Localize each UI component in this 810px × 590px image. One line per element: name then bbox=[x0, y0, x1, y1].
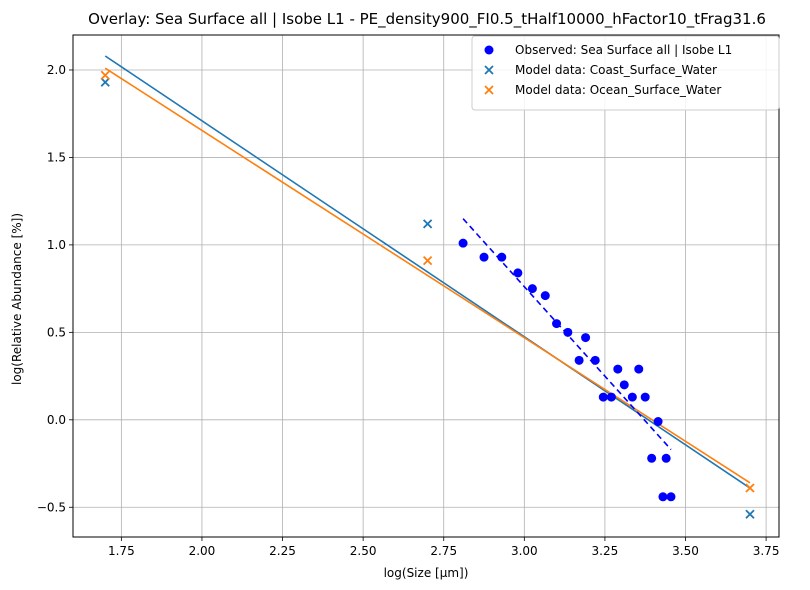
model-point bbox=[422, 256, 433, 266]
observed-point bbox=[613, 364, 623, 374]
observed-point bbox=[479, 252, 489, 262]
observed-point bbox=[581, 333, 591, 343]
legend: Observed: Sea Surface all | Isobe L1 Mode… bbox=[471, 35, 780, 111]
x-marker-stroke bbox=[484, 65, 494, 75]
y-axis-ticks: −0.5 0.0 0.5 1.0 1.5 2.0 bbox=[37, 63, 73, 514]
x-marker-stroke bbox=[745, 509, 755, 519]
fit-line bbox=[104, 67, 751, 484]
x-axis-label: log(Size [µm]) bbox=[384, 566, 469, 580]
plot-frame bbox=[72, 34, 780, 538]
observed-point bbox=[606, 392, 616, 402]
chart-title: Overlay: Sea Surface all | Isobe L1 - PE… bbox=[88, 10, 766, 29]
x-tick-label: 2.00 bbox=[189, 544, 216, 558]
observed-point bbox=[574, 355, 584, 365]
model-point bbox=[745, 483, 755, 493]
x-tick-label: 2.50 bbox=[350, 544, 377, 558]
model-point bbox=[422, 219, 433, 229]
model-point bbox=[100, 77, 110, 87]
observed-point bbox=[563, 327, 573, 337]
observed-point bbox=[653, 417, 663, 427]
fit-line bbox=[104, 55, 751, 489]
observed-point bbox=[527, 284, 537, 294]
y-axis-label: log(Relative Abundance [%]) bbox=[10, 213, 24, 385]
legend-marker bbox=[484, 45, 494, 55]
x-marker-stroke bbox=[745, 483, 755, 493]
y-tick-label: 2.0 bbox=[47, 63, 66, 77]
x-tick-label: 3.00 bbox=[511, 544, 538, 558]
legend-marker bbox=[484, 85, 494, 95]
x-marker-stroke bbox=[422, 256, 433, 266]
observed-point bbox=[640, 392, 650, 402]
x-axis-ticks: 1.75 2.00 2.25 2.50 2.75 3.00 3.25 3.50 3.75 bbox=[108, 537, 779, 558]
observed-point bbox=[458, 238, 468, 248]
x-tick-label: 3.75 bbox=[753, 544, 780, 558]
model-point bbox=[745, 509, 755, 519]
y-tick-label: 0.5 bbox=[47, 325, 66, 339]
observed-point bbox=[598, 392, 608, 402]
observed-point bbox=[634, 364, 644, 374]
y-tick-label: 1.0 bbox=[47, 238, 66, 252]
observed-point bbox=[590, 355, 600, 365]
x-marker-stroke bbox=[100, 70, 110, 80]
x-tick-label: 3.25 bbox=[592, 544, 619, 558]
observed-point bbox=[552, 319, 562, 329]
observed-point bbox=[619, 380, 629, 390]
x-tick-label: 3.50 bbox=[672, 544, 699, 558]
x-tick-label: 2.75 bbox=[430, 544, 457, 558]
observed-point bbox=[513, 268, 523, 278]
legend-box bbox=[471, 35, 780, 111]
x-tick-label: 1.75 bbox=[108, 544, 135, 558]
observed-point bbox=[540, 291, 550, 301]
observed-point bbox=[666, 492, 676, 502]
legend-entry: Observed: Sea Surface all | Isobe L1 bbox=[515, 43, 732, 57]
legend-entry: Model data: Coast_Surface_Water bbox=[515, 63, 717, 77]
observed-point bbox=[497, 252, 507, 262]
legend-entry: Model data: Ocean_Surface_Water bbox=[515, 83, 721, 97]
y-tick-label: 0.0 bbox=[47, 413, 66, 427]
observed-point bbox=[661, 453, 671, 463]
y-tick-label: 1.5 bbox=[47, 150, 66, 164]
x-marker-stroke bbox=[422, 219, 433, 229]
x-marker-stroke bbox=[100, 77, 110, 87]
observed-point bbox=[627, 392, 637, 402]
legend-marker bbox=[484, 65, 494, 75]
y-tick-label: −0.5 bbox=[37, 500, 66, 514]
observed-point bbox=[658, 492, 668, 502]
observed-point bbox=[647, 453, 657, 463]
model-point bbox=[100, 70, 110, 80]
data-points bbox=[100, 70, 755, 519]
x-marker-stroke bbox=[484, 85, 494, 95]
x-tick-label: 2.25 bbox=[269, 544, 296, 558]
